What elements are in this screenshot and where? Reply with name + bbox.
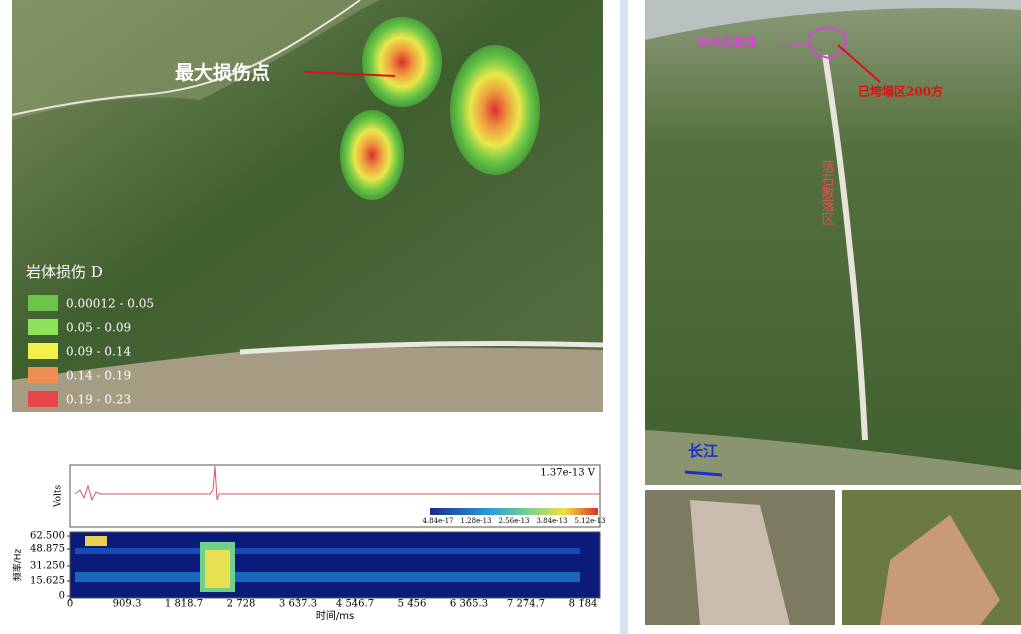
colorbar-label: 3.84e-13: [536, 517, 567, 525]
rock-face: [690, 500, 790, 625]
x-tick-label: 8 184: [569, 599, 598, 610]
y-axis-label: Volts: [54, 485, 64, 509]
spectrogram-burst: [85, 536, 107, 546]
legend-swatch: [28, 391, 58, 407]
terrain: [12, 0, 380, 120]
x-tick-label: 3 637.3: [279, 599, 317, 610]
x-tick-label: 2 728: [227, 599, 256, 610]
rock-face: [880, 515, 1000, 625]
leader: [837, 44, 881, 83]
y-tick-label: 15.625: [30, 576, 65, 587]
rock-outline: [808, 26, 847, 60]
arrow: [304, 71, 396, 77]
spectrogram-burst: [205, 550, 230, 588]
y-tick-label: 62.500: [30, 531, 65, 542]
x-tick-label: 7 274.7: [507, 599, 545, 610]
shore: [239, 341, 604, 355]
waveform-frame: [69, 464, 601, 528]
legend-swatch: [28, 367, 58, 383]
y-axis-label: 频率/Hz: [12, 548, 24, 581]
legend-label: 0.00012 - 0.05: [66, 297, 154, 311]
rockfall-label: 落石散落区: [819, 160, 835, 225]
arrow: [684, 470, 723, 477]
river-label: 长江: [688, 442, 718, 460]
colorbar-label: 1.28e-13: [460, 517, 491, 525]
legend-label: 0.14 - 0.19: [66, 369, 131, 383]
amplitude-label: 1.37e-13 V: [540, 468, 595, 479]
colorbar-labels: 4.84e-17 1.28e-13 2.56e-13 3.84e-13 5.12e-13: [422, 517, 605, 525]
legend-swatch: [28, 319, 58, 335]
divider: [620, 0, 628, 634]
sky: [645, 0, 1021, 40]
colorbar: [430, 508, 598, 515]
damage-zone: [362, 17, 442, 107]
road: [11, 0, 361, 116]
spectrogram: [69, 531, 601, 599]
x-tick-label: 1 818.7: [165, 599, 203, 610]
y-tick-label: 0: [59, 591, 65, 602]
legend: 0.00012 - 0.05 0.05 - 0.09 0.09 - 0.14 0.14…: [28, 295, 154, 407]
axis-ticks: 0 909.3 1 818.7 2 728 3 637.3 4 546.7 5 456 6 3…: [30, 531, 597, 610]
river: [12, 347, 603, 412]
x-axis-label: 时间/ms: [316, 609, 354, 622]
rock-label: WD危岩体: [696, 35, 758, 50]
x-tick-label: 5 456: [398, 599, 427, 610]
legend-swatch: [28, 295, 58, 311]
y-tick-label: 48.875: [30, 544, 65, 555]
colorbar-label: 4.84e-17: [422, 517, 453, 525]
legend-title: 岩体损伤 D: [26, 263, 103, 281]
spectrogram-band: [75, 572, 580, 582]
legend-label: 0.09 - 0.14: [66, 345, 131, 359]
damage-zone: [450, 45, 540, 175]
colorbar-label: 5.12e-13: [574, 517, 605, 525]
x-tick-label: 909.3: [113, 599, 142, 610]
spectrogram-band: [75, 548, 580, 554]
x-tick-label: 6 365.3: [450, 599, 488, 610]
x-tick-label: 4 546.7: [336, 599, 374, 610]
rockfall-path: [822, 54, 868, 441]
river: [645, 430, 1021, 485]
slope-photo: [645, 0, 1021, 485]
legend-label: 0.19 - 0.23: [66, 393, 131, 407]
waveform: [74, 465, 600, 502]
x-tick-label: 0: [67, 599, 73, 610]
legend-label: 0.05 - 0.09: [66, 321, 131, 335]
damage-zone: [340, 110, 404, 200]
y-tick-label: 31.250: [30, 561, 65, 572]
legend-swatch: [28, 343, 58, 359]
collapse-label: 已垮塌区200方: [858, 84, 943, 99]
annotation: 最大损伤点: [175, 61, 270, 84]
leader: [774, 42, 809, 46]
colorbar-label: 2.56e-13: [498, 517, 529, 525]
